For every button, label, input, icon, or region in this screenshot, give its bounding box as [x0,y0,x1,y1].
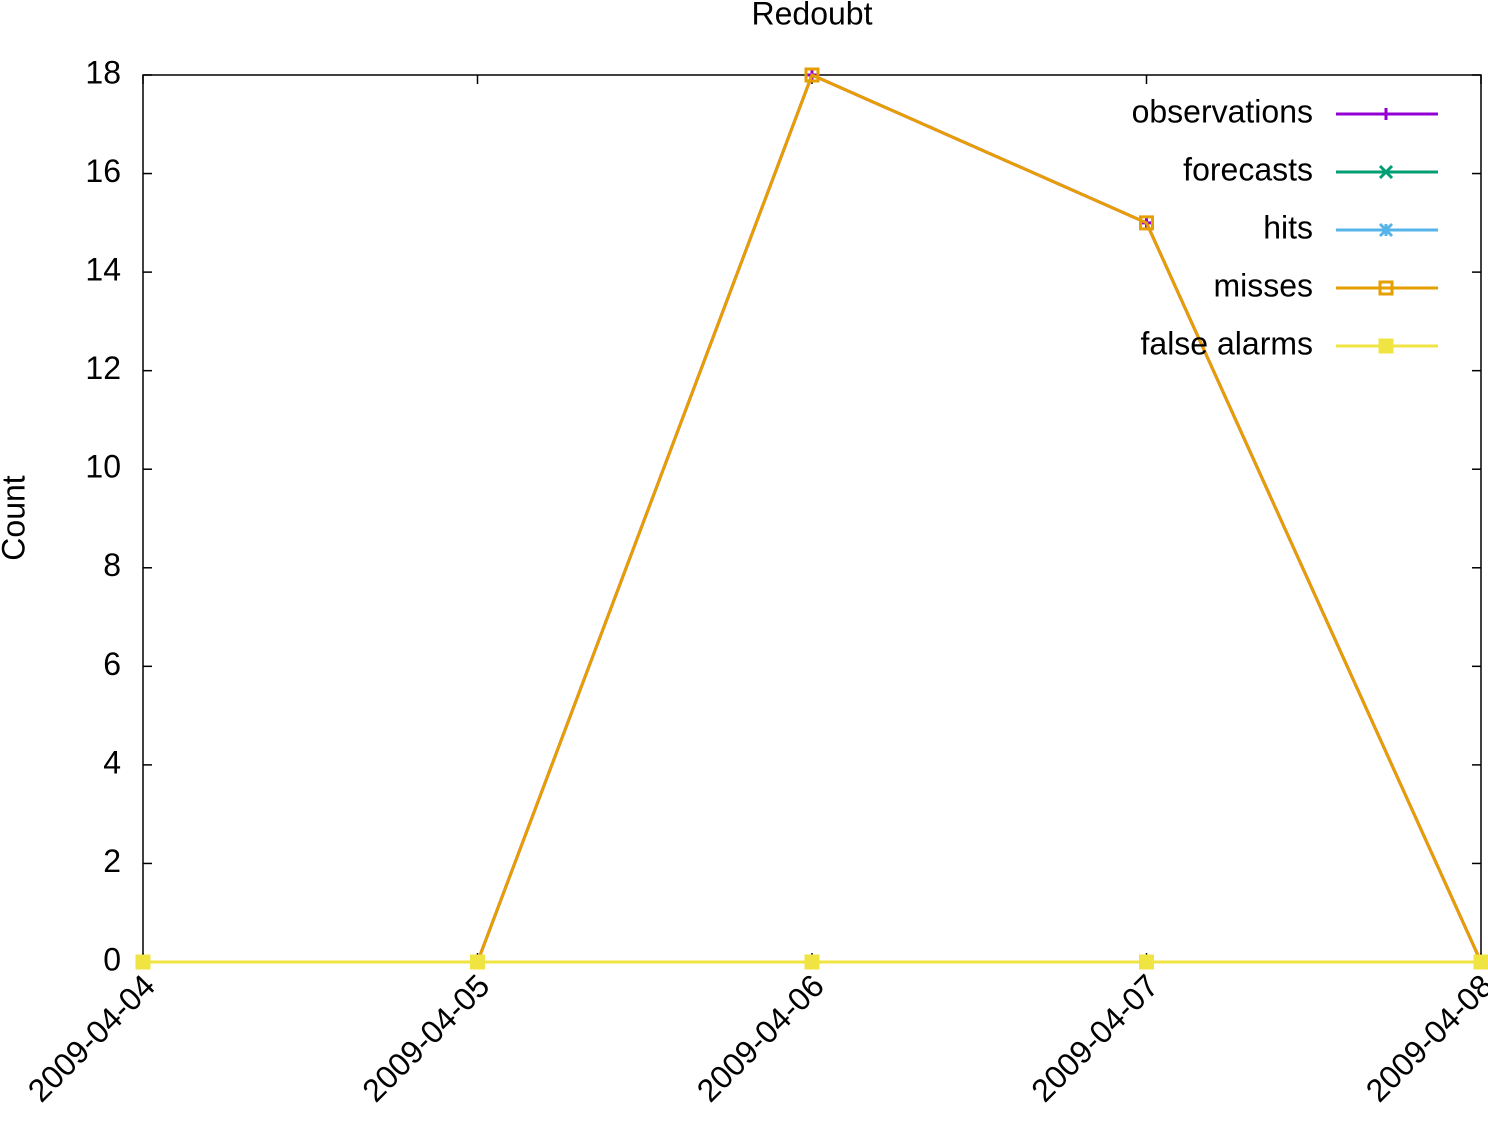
y-tick-label: 0 [103,941,121,977]
y-tick-label: 16 [85,153,121,189]
series-line [143,72,1483,964]
marker [804,67,820,83]
y-tick-label: 12 [85,350,121,386]
x-tick-label: 2009-04-06 [690,967,831,1108]
y-tick-label: 4 [103,744,121,780]
legend-marker [1380,108,1392,120]
legend-marker [1378,222,1394,238]
legend-label: misses [1213,267,1313,303]
marker [470,954,485,970]
x-tick-label: 2009-04-04 [21,967,162,1108]
y-tick-label: 2 [103,843,121,879]
y-tick-label: 10 [85,449,121,485]
marker [135,954,151,970]
x-tick-label: 2009-04-05 [355,967,496,1108]
y-tick-label: 6 [103,646,121,682]
legend-marker [1378,280,1394,296]
y-tick-label: 14 [85,252,121,288]
marker [1139,215,1154,231]
legend-marker [1378,338,1394,354]
legend-label: observations [1132,93,1313,129]
legend-label: hits [1263,209,1313,245]
y-tick-label: 18 [85,54,121,90]
legend-marker [1378,164,1394,180]
marker [804,954,820,970]
legend-label: false alarms [1141,325,1314,361]
x-tick-label: 2009-04-07 [1024,967,1165,1108]
y-axis-label: Count [0,475,31,561]
y-tick-label: 8 [103,547,121,583]
chart-title: Redoubt [752,0,873,31]
marker [1473,954,1488,970]
marker [1139,954,1154,970]
x-tick-label: 2009-04-08 [1359,967,1488,1108]
legend-label: forecasts [1183,151,1313,187]
